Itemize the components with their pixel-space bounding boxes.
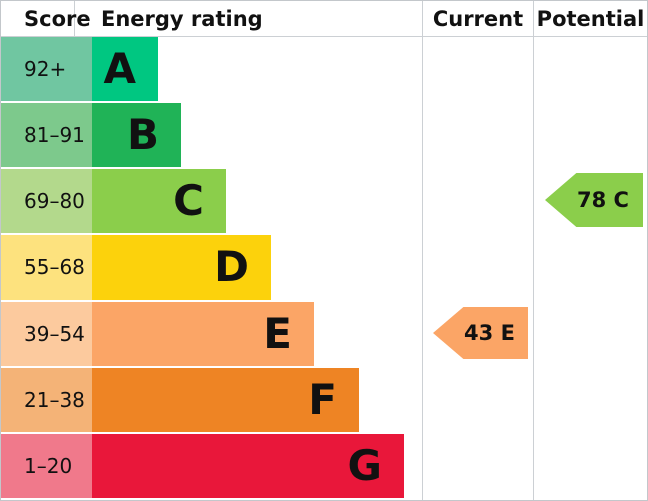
band-letter: E <box>263 308 292 358</box>
potential-rating-label: 78 C <box>577 188 629 212</box>
score-range-cell: 21–38 <box>1 367 92 432</box>
score-range-cell: 92+ <box>1 37 92 102</box>
band-bar-e: E <box>92 301 314 366</box>
band-bar-g: G <box>92 433 404 498</box>
epc-body: 92+ A 81–91 B 69–80 C 55–68 D 39–54 <box>1 37 647 500</box>
band-bar-c: C <box>92 169 226 234</box>
band-letter: C <box>173 176 204 226</box>
band-row-d: 55–68 D <box>1 235 647 302</box>
band-letter: B <box>126 110 159 160</box>
band-letter: D <box>214 242 249 292</box>
band-bar-f: F <box>92 367 359 432</box>
band-row-e: 39–54 E <box>1 301 647 368</box>
current-column-divider <box>422 37 423 500</box>
potential-column-divider <box>533 37 534 500</box>
band-bar-a: A <box>92 37 158 102</box>
band-row-g: 1–20 G <box>1 433 647 500</box>
header-current: Current <box>423 1 534 36</box>
band-bar-b: B <box>92 103 181 168</box>
score-range-cell: 69–80 <box>1 169 92 234</box>
score-range-cell: 55–68 <box>1 235 92 300</box>
band-letter: G <box>347 440 382 490</box>
band-bar-d: D <box>92 235 271 300</box>
band-row-b: 81–91 B <box>1 103 647 170</box>
band-row-a: 92+ A <box>1 37 647 104</box>
current-rating-label: 43 E <box>464 321 515 345</box>
band-row-c: 69–80 C <box>1 169 647 236</box>
score-range-cell: 1–20 <box>1 433 92 498</box>
band-letter: A <box>103 44 136 94</box>
epc-header-row: Score Energy rating Current Potential <box>1 1 647 37</box>
potential-rating-marker: 78 C <box>545 173 643 227</box>
score-range-cell: 39–54 <box>1 301 92 366</box>
band-letter: F <box>308 374 337 424</box>
score-range-cell: 81–91 <box>1 103 92 168</box>
header-energy-rating: Energy rating <box>75 1 423 36</box>
header-potential: Potential <box>536 6 645 31</box>
header-score: Score <box>1 1 91 36</box>
band-row-f: 21–38 F <box>1 367 647 434</box>
